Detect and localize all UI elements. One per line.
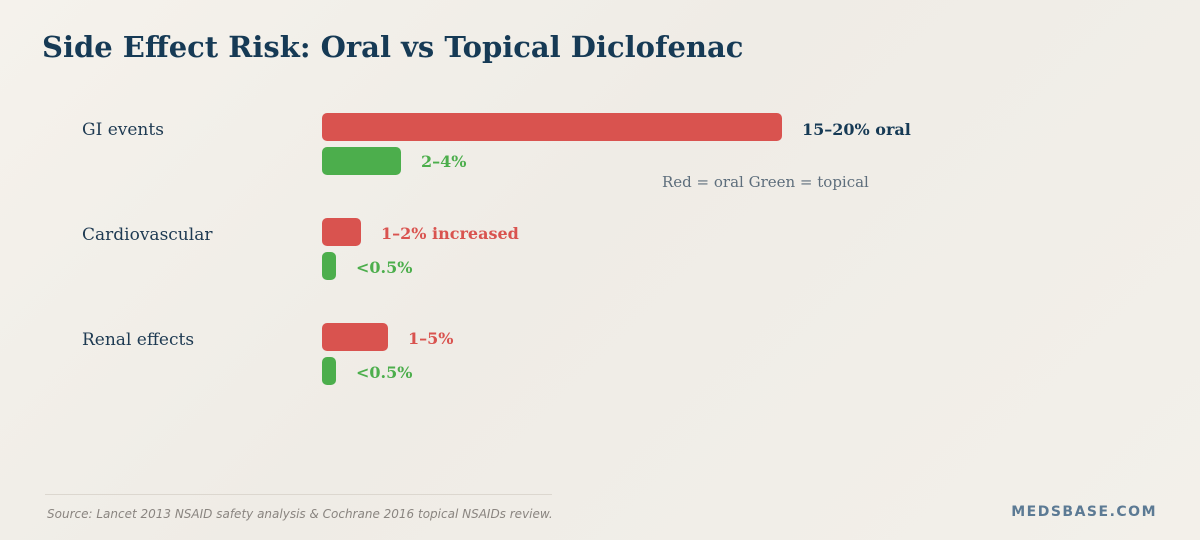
brand-logo-text[interactable]: MEDSBASE.COM (1011, 504, 1157, 520)
value-label-cardiovascular-topical: <0.5% (356, 258, 413, 277)
value-label-gi-events-topical: 2–4% (421, 152, 467, 171)
legend-note: Red = oral Green = topical (662, 173, 869, 191)
bar-gi-events-topical (322, 147, 401, 175)
value-label-renal-effects-oral: 1–5% (408, 329, 454, 348)
footer-divider (45, 494, 552, 495)
category-label-cardiovascular: Cardiovascular (82, 225, 213, 245)
bar-gi-events-oral (322, 113, 782, 141)
source-citation: Source: Lancet 2013 NSAID safety analysi… (47, 507, 553, 521)
category-label-gi-events: GI events (82, 120, 164, 140)
value-label-renal-effects-topical: <0.5% (356, 363, 413, 382)
category-label-renal-effects: Renal effects (82, 330, 195, 350)
value-label-gi-events-oral: 15–20% oral (802, 120, 911, 139)
bar-renal-effects-topical (322, 357, 336, 385)
bar-cardiovascular-topical (322, 252, 336, 280)
bar-renal-effects-oral (322, 323, 388, 351)
value-label-cardiovascular-oral: 1–2% increased (381, 224, 519, 243)
bar-cardiovascular-oral (322, 218, 361, 246)
chart-title: Side Effect Risk: Oral vs Topical Diclof… (42, 30, 744, 64)
